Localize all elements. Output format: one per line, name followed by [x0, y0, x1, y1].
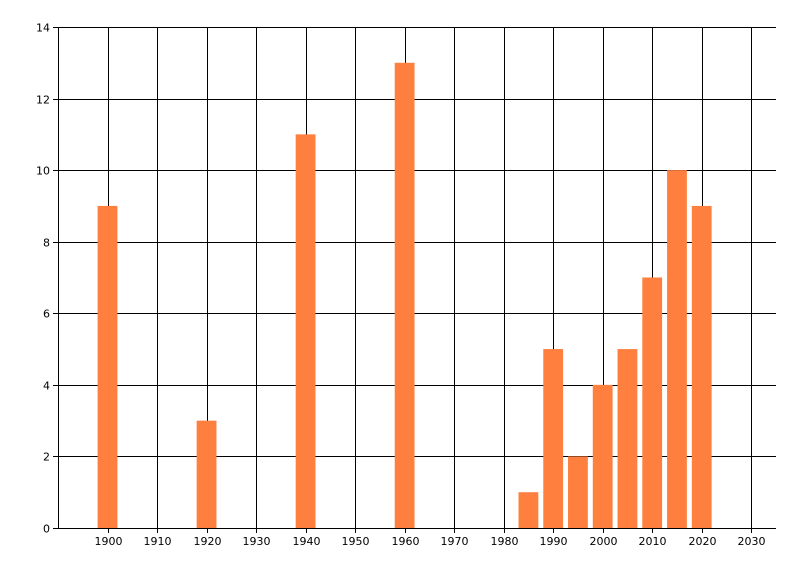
x-tick-labels: 1900 1910 1920 1930 1940 1950 1960 1970 1980 1990…	[95, 535, 766, 548]
bar	[568, 456, 588, 528]
bar	[196, 420, 217, 528]
bar	[642, 277, 663, 528]
bar	[97, 205, 118, 528]
x-tick-label: 1940	[293, 535, 321, 548]
x-tick-label: 2010	[639, 535, 667, 548]
bar	[518, 492, 539, 528]
y-tick-label: 8	[43, 237, 50, 250]
x-tick-label: 1960	[392, 535, 420, 548]
axes	[53, 27, 776, 533]
x-tick-label: 2000	[590, 535, 618, 548]
x-tick-label: 2030	[738, 535, 766, 548]
y-tick-label: 6	[43, 308, 50, 321]
bars	[97, 62, 712, 529]
x-tick-label: 1980	[491, 535, 519, 548]
bar	[617, 349, 638, 528]
bar	[592, 384, 613, 528]
y-tick-label: 0	[43, 523, 50, 536]
x-tick-label: 1970	[441, 535, 469, 548]
x-tick-label: 2020	[689, 535, 717, 548]
y-tick-labels: 0 2 4 6 8 10 12 14	[36, 22, 50, 536]
y-tick-label: 14	[36, 22, 50, 35]
x-tick-label: 1920	[194, 535, 222, 548]
x-tick-label: 1930	[243, 535, 271, 548]
bar	[394, 62, 415, 529]
x-tick-label: 1910	[144, 535, 172, 548]
bar	[543, 349, 564, 528]
x-tick-label: 1900	[95, 535, 123, 548]
bar	[667, 170, 687, 528]
y-tick-label: 2	[43, 451, 50, 464]
x-tick-label: 1990	[540, 535, 568, 548]
bar	[295, 134, 316, 528]
bar	[691, 205, 712, 528]
y-tick-label: 10	[36, 165, 50, 178]
x-tick-label: 1950	[342, 535, 370, 548]
y-tick-label: 12	[36, 94, 50, 107]
y-tick-label: 4	[43, 380, 50, 393]
